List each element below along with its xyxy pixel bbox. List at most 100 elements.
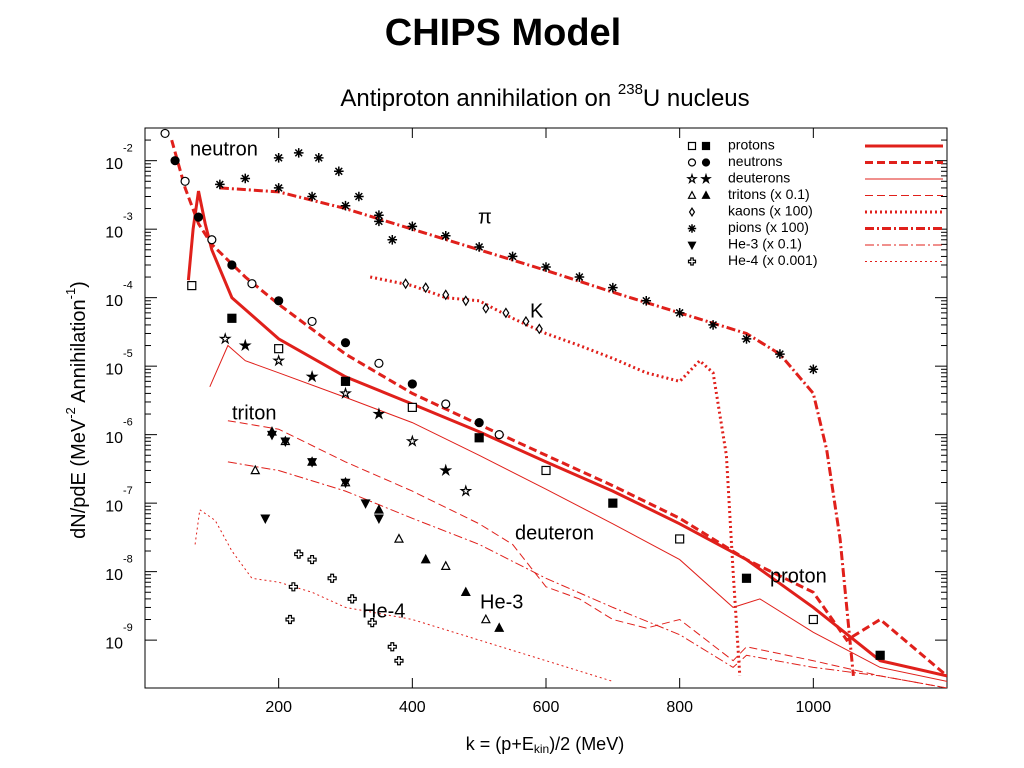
marker bbox=[420, 553, 431, 564]
model-curve bbox=[227, 420, 947, 688]
marker bbox=[293, 148, 304, 158]
x-label-text: k = (p+E bbox=[466, 734, 534, 754]
marker bbox=[441, 399, 451, 409]
marker bbox=[422, 282, 430, 294]
marker bbox=[339, 386, 352, 399]
legend-label: neutrons bbox=[728, 153, 782, 169]
legend-label: pions (x 100) bbox=[728, 219, 809, 235]
x-tick-label: 400 bbox=[399, 699, 426, 716]
marker bbox=[373, 514, 384, 525]
marker bbox=[405, 434, 419, 447]
marker bbox=[688, 207, 696, 217]
plot-area bbox=[160, 128, 947, 688]
marker bbox=[440, 231, 451, 241]
marker bbox=[402, 278, 410, 290]
annotation: neutron bbox=[190, 138, 258, 160]
marker bbox=[535, 323, 543, 335]
annotation: π bbox=[478, 206, 492, 228]
marker bbox=[240, 173, 251, 184]
marker bbox=[313, 153, 324, 163]
marker bbox=[274, 344, 284, 354]
y-tick-exponent: -4 bbox=[123, 280, 133, 292]
marker bbox=[260, 514, 271, 525]
marker bbox=[285, 614, 295, 625]
marker bbox=[687, 257, 697, 266]
y-tick-label: 10 bbox=[105, 498, 123, 515]
y-tick-exponent: -6 bbox=[123, 417, 133, 429]
y-tick-exponent: -5 bbox=[123, 348, 133, 360]
marker bbox=[687, 224, 697, 233]
marker bbox=[273, 153, 284, 163]
y-tick-label: 10 bbox=[105, 567, 123, 584]
marker bbox=[442, 289, 450, 301]
marker bbox=[494, 622, 505, 632]
x-label-sub: kin bbox=[534, 742, 549, 756]
marker bbox=[247, 279, 257, 289]
legend-label: He-3 (x 0.1) bbox=[728, 236, 802, 252]
marker bbox=[374, 216, 384, 227]
marker bbox=[522, 315, 530, 327]
model-curve bbox=[186, 190, 947, 678]
marker bbox=[608, 282, 618, 293]
marker bbox=[459, 484, 473, 497]
marker bbox=[687, 141, 697, 151]
legend-label: protons bbox=[728, 137, 775, 153]
marker bbox=[393, 533, 404, 543]
legend-label: kaons (x 100) bbox=[728, 203, 813, 219]
chart-title: CHIPS Model bbox=[385, 12, 621, 54]
legend-label: He-4 (x 0.001) bbox=[728, 252, 817, 268]
annotation: proton bbox=[770, 565, 827, 587]
y-tick-exponent: -2 bbox=[123, 143, 133, 155]
marker bbox=[701, 141, 711, 151]
marker bbox=[741, 334, 752, 344]
subtitle-text: Antiproton annihilation on bbox=[340, 85, 618, 112]
marker bbox=[687, 241, 697, 251]
y-label-sup: -1 bbox=[63, 288, 78, 300]
marker bbox=[250, 464, 261, 475]
marker bbox=[307, 554, 317, 565]
marker bbox=[170, 156, 180, 166]
marker bbox=[494, 430, 504, 440]
marker bbox=[407, 221, 418, 232]
model-curve bbox=[170, 139, 947, 678]
marker bbox=[354, 191, 364, 202]
marker bbox=[340, 200, 351, 211]
y-tick-label: 10 bbox=[105, 430, 123, 447]
marker bbox=[347, 594, 357, 604]
marker bbox=[641, 295, 652, 306]
marker bbox=[674, 308, 685, 318]
marker bbox=[274, 296, 284, 306]
marker bbox=[360, 499, 371, 509]
marker bbox=[207, 235, 217, 245]
marker bbox=[334, 166, 344, 177]
marker bbox=[340, 338, 351, 348]
marker bbox=[480, 613, 491, 624]
marker bbox=[272, 353, 286, 367]
marker bbox=[440, 560, 451, 571]
annotation: deuteron bbox=[515, 522, 594, 544]
marker bbox=[227, 260, 237, 270]
marker bbox=[180, 176, 190, 186]
marker bbox=[340, 376, 351, 386]
annotation: K bbox=[530, 300, 544, 322]
marker bbox=[741, 573, 752, 583]
y-label-text: dN/pdE (MeV bbox=[68, 418, 90, 539]
legend-label: tritons (x 0.1) bbox=[728, 186, 810, 202]
marker bbox=[675, 534, 685, 544]
x-label-text: )/2 (MeV) bbox=[549, 734, 624, 754]
marker bbox=[439, 463, 453, 476]
marker bbox=[462, 295, 470, 307]
y-tick-exponent: -7 bbox=[123, 485, 133, 497]
y-tick-exponent: -9 bbox=[123, 622, 133, 634]
marker bbox=[227, 313, 237, 323]
marker bbox=[687, 158, 697, 167]
annotation: He-4 bbox=[362, 600, 405, 622]
marker bbox=[541, 465, 551, 476]
marker bbox=[387, 642, 397, 652]
marker bbox=[215, 179, 225, 190]
marker bbox=[218, 332, 232, 345]
marker bbox=[327, 573, 337, 583]
marker bbox=[875, 650, 885, 660]
